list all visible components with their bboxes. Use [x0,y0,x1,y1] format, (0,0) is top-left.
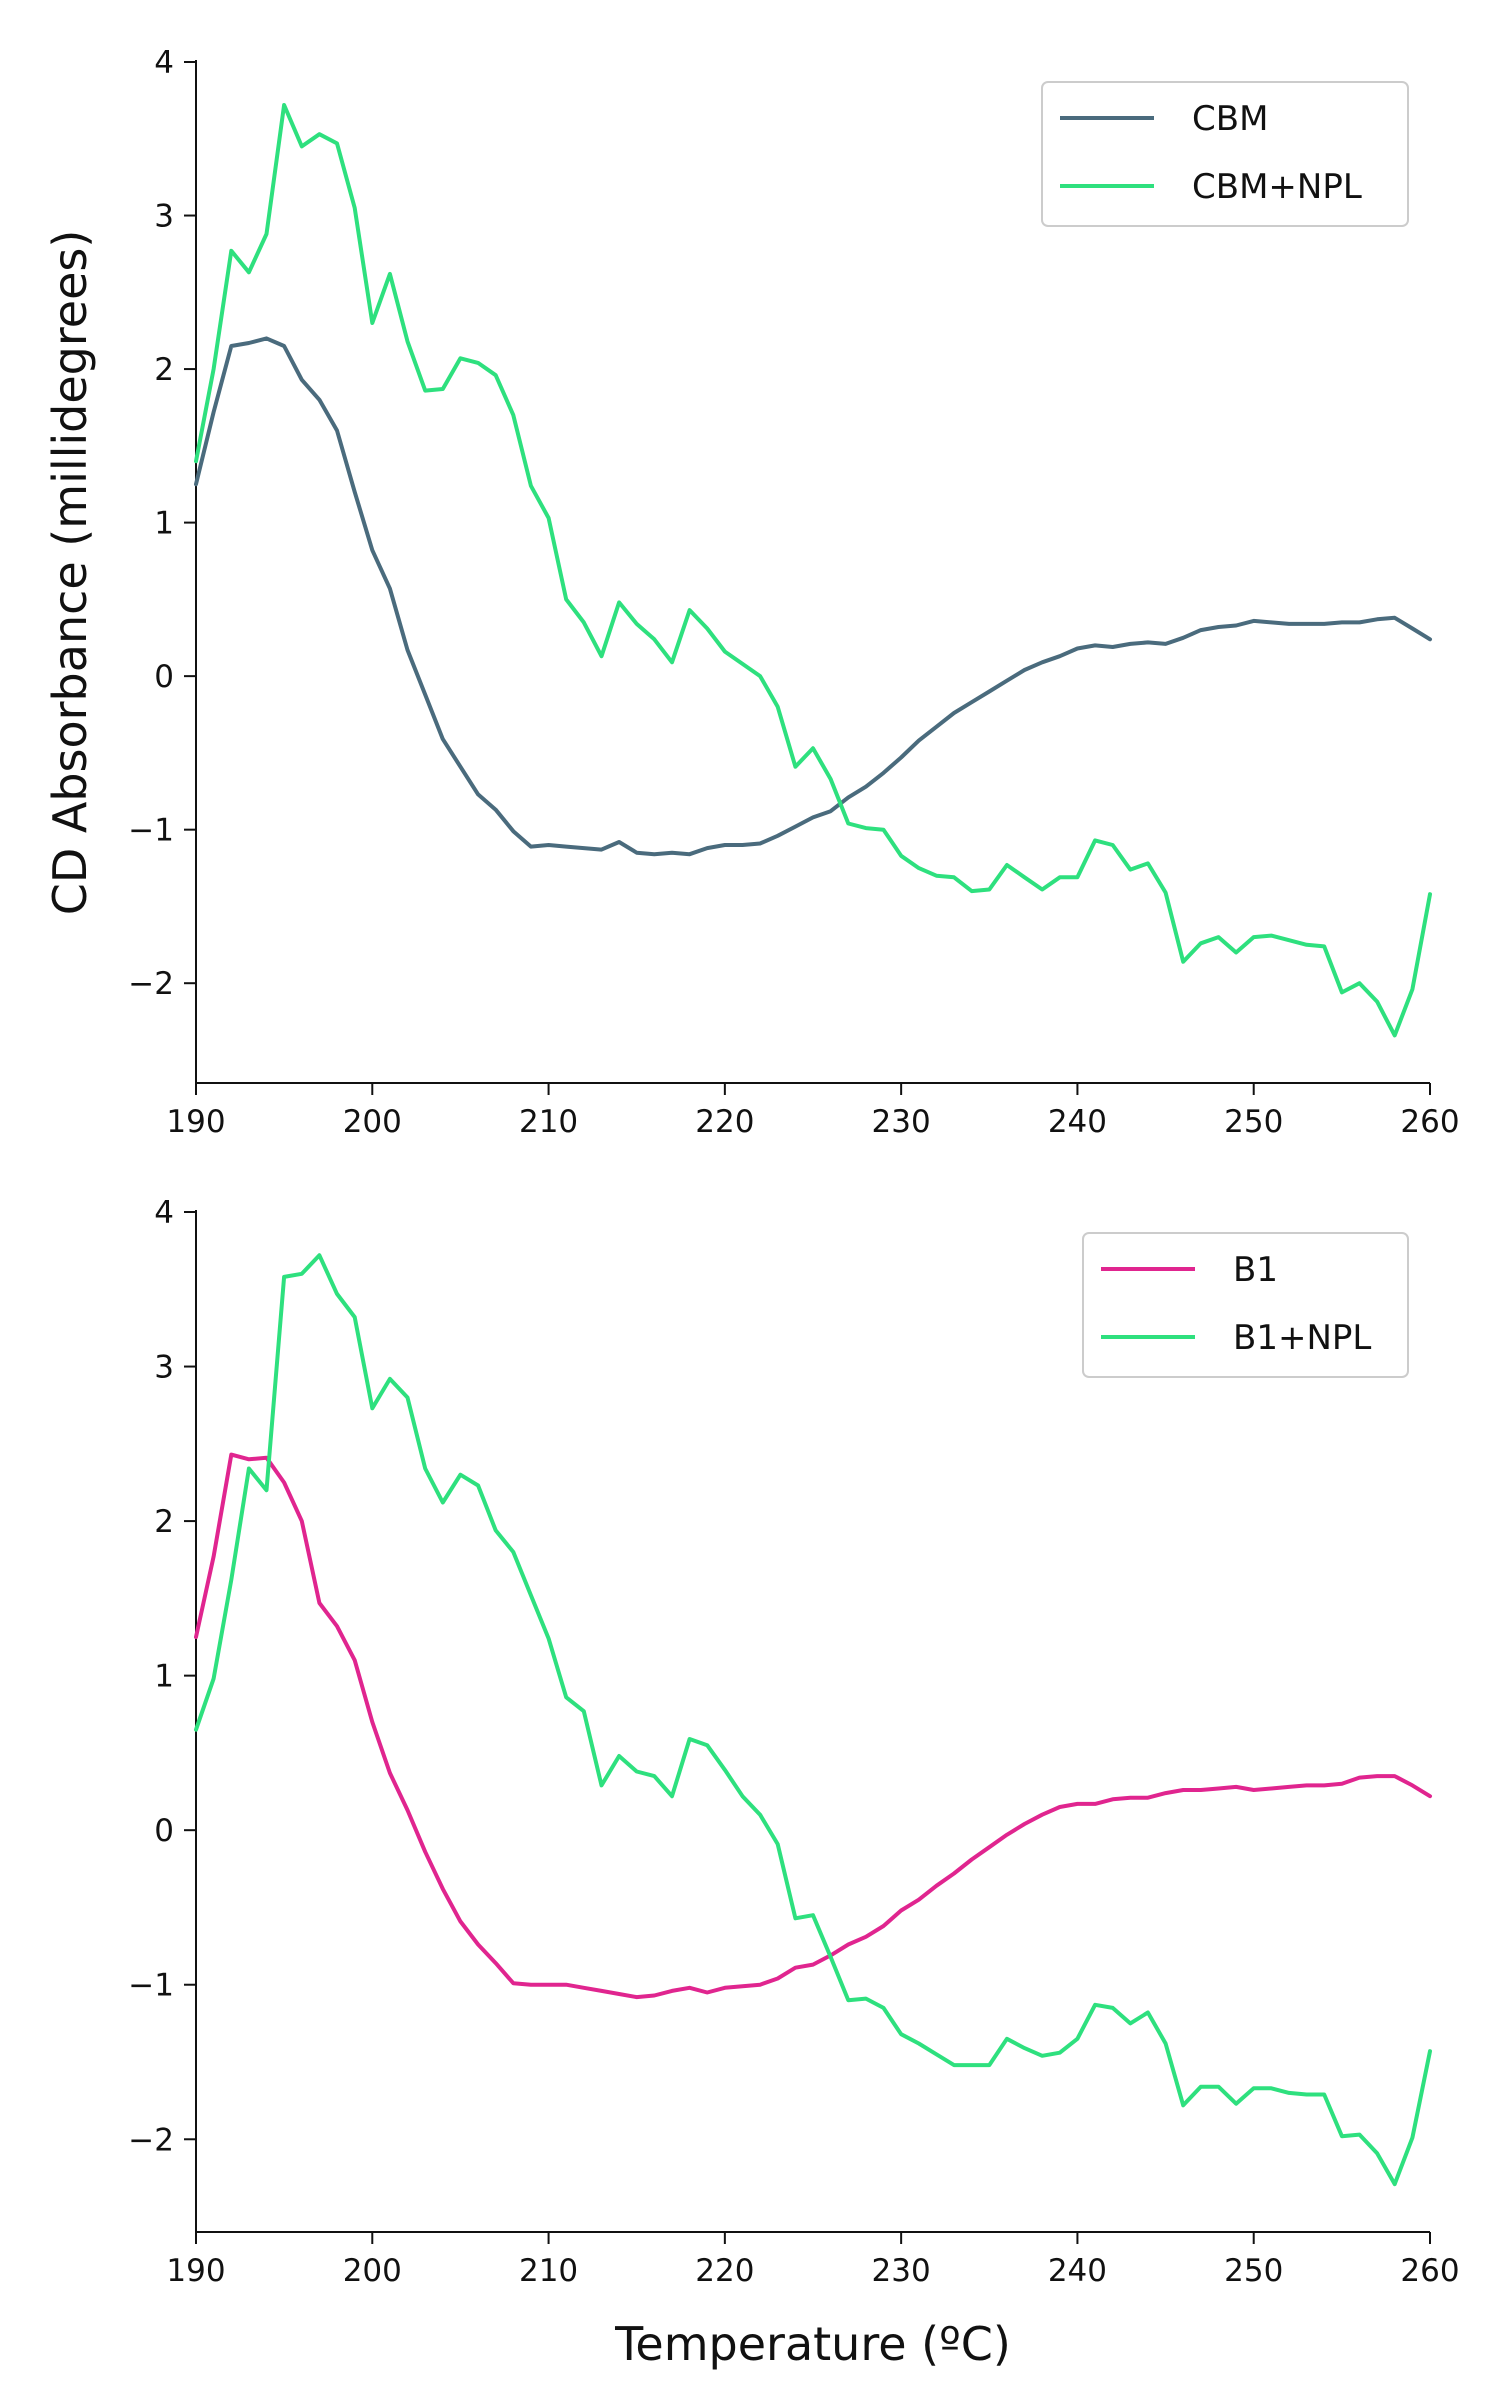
series-line-b1-plus-npl [194,1253,1432,2187]
x-tick-label: 190 [166,1104,225,1140]
x-tick-label: 240 [1048,1104,1107,1140]
legend: B1 B1+NPL [1082,1232,1409,1378]
y-tick-label: −2 [128,2122,174,2158]
series-line-cbm [194,336,1432,857]
y-tick-label: 1 [154,506,174,542]
series-line-cbm-plus-npl [194,103,1432,1038]
x-tick-label: 260 [1400,2253,1459,2289]
chart-panel-2: 190 200 210 220 230 240 250 260 −2 −1 0 1 2 3 4 Tempera… [128,1195,1459,2371]
x-tick-label: 260 [1400,1104,1459,1140]
legend-label: B1 [1233,1250,1278,1290]
x-tick-label: 200 [343,2253,402,2289]
x-tick-label: 220 [695,1104,754,1140]
legend-label: CBM+NPL [1192,167,1362,207]
y-tick-label: −1 [128,1968,174,2004]
y-tick-label: 0 [154,1813,174,1849]
y-tick-label: −1 [128,813,174,849]
x-tick-label: 190 [166,2253,225,2289]
x-tick-label: 250 [1224,1104,1283,1140]
y-tick-label: 1 [154,1659,174,1695]
y-tick-label: −2 [128,966,174,1002]
x-tick-label: 240 [1048,2253,1107,2289]
x-tick-label: 250 [1224,2253,1283,2289]
y-tick-label: 2 [154,1504,174,1540]
series-line-b1 [194,1452,1432,2000]
y-tick-label: 2 [154,352,174,388]
legend: CBM CBM+NPL [1041,81,1409,227]
chart-panel-1: 190 200 210 220 230 240 250 260 −2 −1 0 1 2 3 4 CD Abso… [43,45,1460,1140]
x-tick-label: 210 [519,2253,578,2289]
y-tick-label: 0 [154,659,174,695]
legend-label: CBM [1192,99,1268,139]
y-tick-label: 3 [154,199,174,235]
y-tick-label: 3 [154,1350,174,1386]
y-tick-label: 4 [154,45,174,81]
x-tick-label: 230 [872,2253,931,2289]
x-axis-label: Temperature (ºC) [614,2317,1011,2371]
y-axis-label: CD Absorbance (millidegrees) [43,230,97,916]
legend-label: B1+NPL [1233,1318,1371,1358]
x-tick-label: 200 [343,1104,402,1140]
x-tick-label: 210 [519,1104,578,1140]
x-tick-label: 230 [872,1104,931,1140]
y-tick-label: 4 [154,1195,174,1231]
x-tick-label: 220 [695,2253,754,2289]
